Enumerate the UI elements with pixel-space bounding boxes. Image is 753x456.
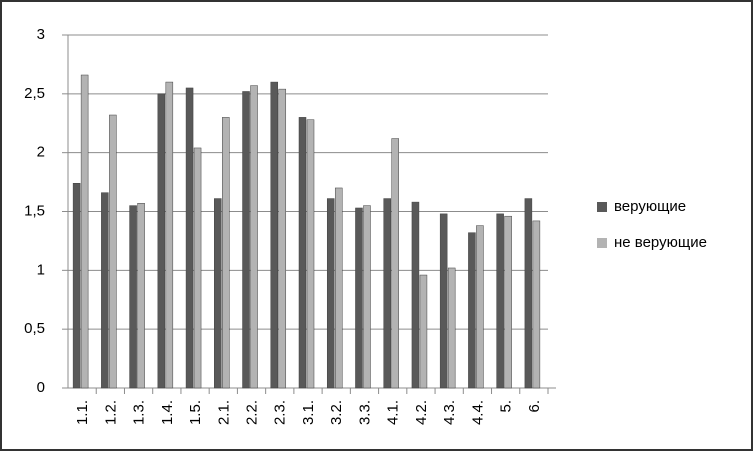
bar (298, 117, 307, 389)
x-tick-label: 6. (526, 400, 543, 413)
bar (355, 207, 363, 389)
x-tick-label: 4.3. (441, 400, 458, 425)
bar (242, 91, 250, 389)
x-tick-label: 2.3. (272, 400, 289, 425)
bar (101, 192, 109, 389)
x-tick-label: 1.5. (187, 400, 204, 425)
legend-swatch (597, 202, 607, 212)
y-tick-label: 3 (37, 26, 45, 43)
bar (447, 267, 456, 389)
y-tick-label: 2 (37, 144, 45, 161)
bar (334, 187, 343, 389)
bar (157, 93, 166, 389)
bar (326, 198, 335, 389)
bar (137, 203, 145, 389)
bar (80, 74, 89, 389)
x-tick-label: 4.2. (413, 400, 430, 425)
x-tick-label: 4.1. (385, 400, 402, 425)
bar (363, 205, 371, 389)
bar (468, 232, 476, 389)
legend-label: не верующие (614, 234, 707, 251)
bar (419, 274, 428, 389)
y-tick-label: 1,5 (24, 202, 45, 219)
bar (185, 87, 194, 389)
bar (193, 147, 202, 389)
bar (72, 183, 81, 389)
y-tick-label: 1 (37, 261, 45, 278)
bar (278, 88, 287, 389)
bar (214, 198, 222, 389)
x-tick-label: 3.3. (356, 400, 373, 425)
bar (439, 213, 448, 389)
x-tick-label: 1.2. (102, 400, 119, 425)
x-tick-label: 4.4. (469, 400, 486, 425)
x-tick-label: 2.1. (215, 400, 232, 425)
x-tick-label: 3.1. (300, 400, 317, 425)
y-tick-label: 0,5 (24, 320, 45, 337)
bar (222, 117, 230, 389)
bar (270, 81, 279, 389)
y-tick-label: 2,5 (24, 85, 45, 102)
bar (306, 119, 315, 389)
bar (129, 205, 137, 389)
bar (383, 198, 391, 389)
bar (496, 213, 504, 389)
bar (524, 198, 533, 389)
x-tick-label: 3.2. (328, 400, 345, 425)
bar (109, 114, 117, 389)
legend-swatch (597, 238, 607, 248)
bar (476, 225, 484, 389)
bar (504, 215, 512, 389)
x-tick-label: 1.1. (74, 400, 91, 425)
bar (165, 81, 174, 389)
bar (250, 85, 258, 389)
x-tick-label: 2.2. (243, 400, 260, 425)
bar (532, 220, 541, 389)
x-tick-label: 1.3. (131, 400, 148, 425)
x-tick-label: 1.4. (159, 400, 176, 425)
y-tick-label: 0 (37, 379, 45, 396)
legend-label: верующие (614, 198, 686, 215)
x-tick-label: 5. (498, 400, 515, 413)
bar (391, 138, 399, 389)
bar (411, 201, 420, 389)
